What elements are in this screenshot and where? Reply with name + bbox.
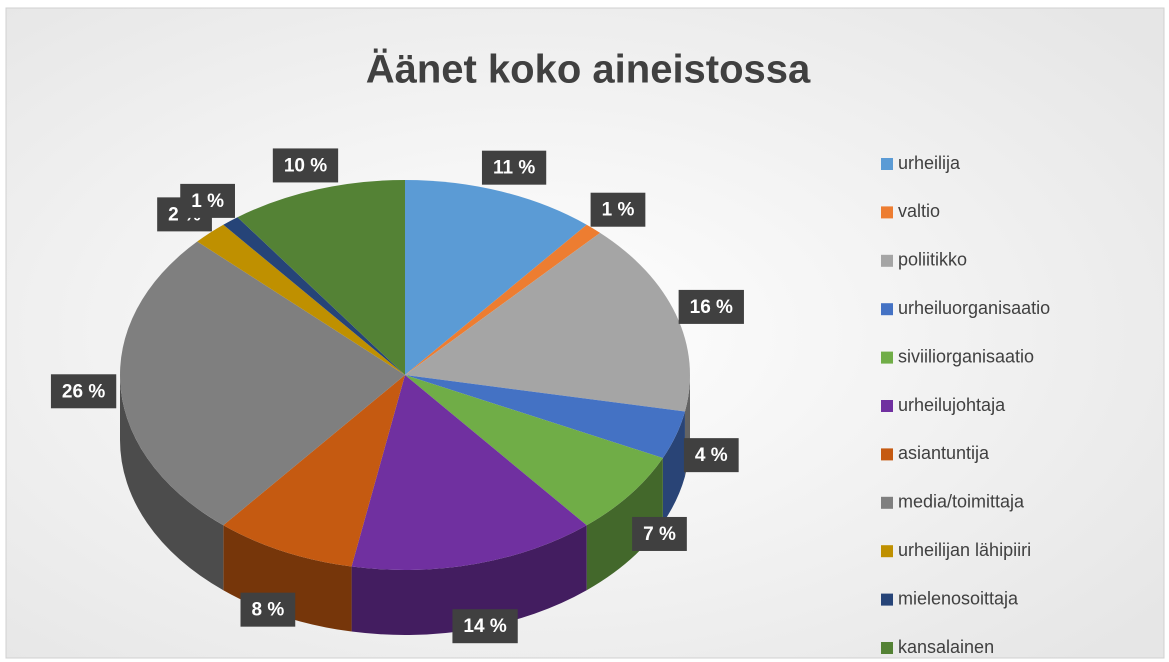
legend-swatch [881,496,893,509]
slice [405,375,663,526]
slice [223,375,405,567]
data-label-text: 26 % [62,381,105,402]
legend-swatch [881,448,893,461]
legend-label: valtio [898,201,940,221]
slice-side [662,411,685,524]
data-label-box [481,150,547,185]
data-label-text: 16 % [690,297,733,318]
legend-swatch [881,642,893,654]
data-label: 4 % [683,438,739,473]
data-label-box [180,183,235,218]
slice [223,217,405,375]
legend-swatch [881,351,893,364]
data-label: 11 % [481,150,547,185]
data-label-box [272,148,339,183]
legend-label: urheilija [898,153,961,173]
data-label-text: 11 % [493,158,535,179]
legend-swatch [881,593,893,606]
data-label-box [678,289,744,324]
slice-side [586,458,663,591]
data-label: 16 % [678,289,744,324]
data-label-text: 7 % [643,524,676,545]
slice [119,241,405,526]
data-label-text: 8 % [252,600,285,621]
legend-swatch [881,158,893,170]
slice [405,224,601,375]
slice [405,180,587,375]
data-label-text: 1 % [602,200,635,221]
chart-title: Äänet koko aineistossa [366,48,811,92]
data-label-box [240,592,296,627]
legend-label: poliitikko [898,250,967,270]
data-label-text: 14 % [463,616,506,637]
slice [197,224,405,375]
slice-side [351,525,587,636]
legend-label: urheiluorganisaatio [898,298,1050,318]
legend-swatch [881,206,893,219]
slice [351,375,587,570]
legend-label: urheilijan lähipiiri [898,540,1031,560]
data-label: 8 % [240,592,296,627]
data-label-text: 10 % [284,155,327,176]
legend-swatch [881,400,893,412]
legend-label: media/toimittaja [898,492,1025,512]
legend-label: urheilujohtaja [898,395,1006,415]
slice [405,232,690,412]
data-label-box [683,438,739,473]
legend-swatch [881,303,893,316]
data-label: 10 % [272,148,339,183]
legend-label: asiantuntija [898,443,990,463]
slice [237,180,405,375]
data-label-box [632,516,687,551]
legend-label: siviiliorganisaatio [898,346,1034,366]
legend-label: kansalainen [898,637,994,657]
data-label: 26 % [50,374,117,409]
data-label-box [590,192,646,227]
legend-swatch [881,254,893,267]
data-label-box [452,609,518,644]
data-label: 1 % [590,192,646,227]
data-label-text: 4 % [695,445,728,466]
data-label-text: 1 % [191,191,224,212]
data-label: 14 % [452,609,518,644]
data-label: 7 % [632,516,687,551]
slice-side [120,375,224,591]
slice [405,375,685,459]
data-label: 1 % [180,183,235,218]
legend-label: mielenosoittaja [898,588,1019,608]
legend-swatch [881,545,893,558]
data-label-box [50,374,117,409]
